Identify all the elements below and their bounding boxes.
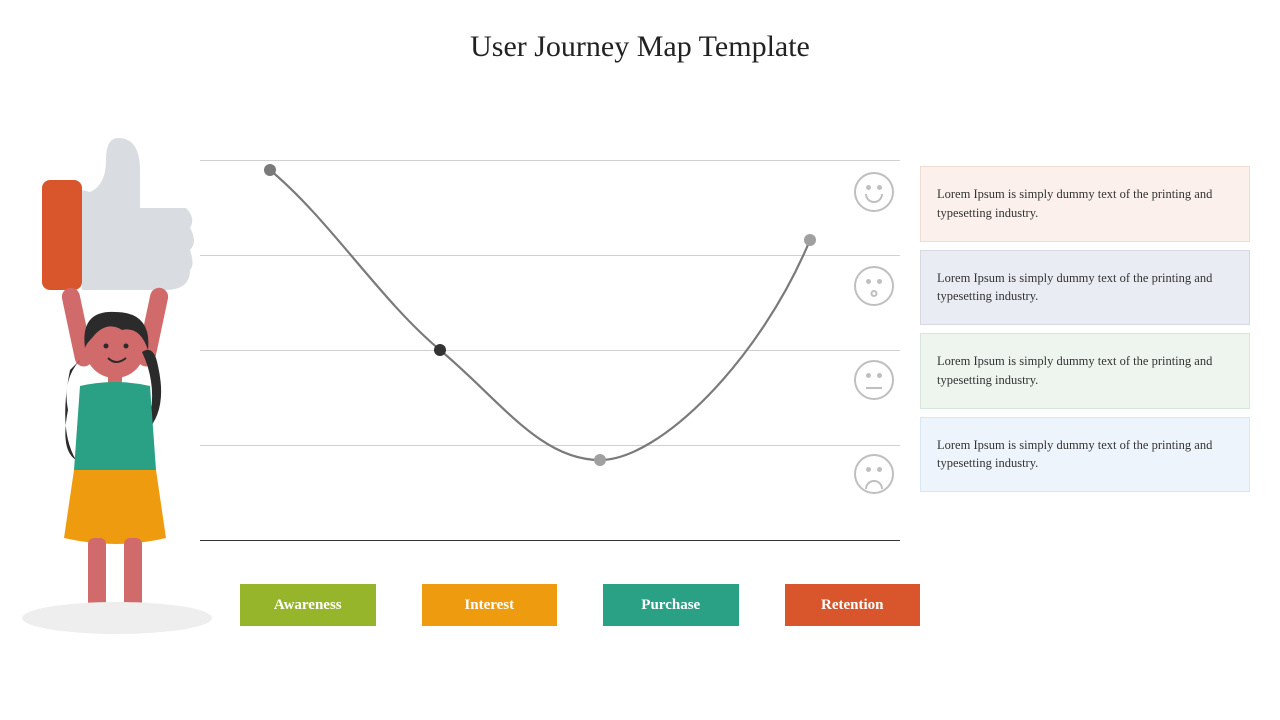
card-text: Lorem Ipsum is simply dummy text of the … xyxy=(937,354,1212,387)
stage-purchase: Purchase xyxy=(603,584,739,626)
stage-label: Retention xyxy=(821,597,884,614)
chart-baseline xyxy=(200,540,900,541)
hero-illustration xyxy=(10,130,230,640)
chart-point xyxy=(594,454,606,466)
stage-label: Awareness xyxy=(274,597,342,614)
emoji-sad-icon xyxy=(854,454,894,494)
stage-label: Interest xyxy=(464,597,514,614)
card-text: Lorem Ipsum is simply dummy text of the … xyxy=(937,271,1212,304)
cards-column: Lorem Ipsum is simply dummy text of the … xyxy=(920,166,1250,500)
emoji-neutral-o-icon xyxy=(854,266,894,306)
shadow-ellipse xyxy=(22,602,212,634)
emoji-flat-icon xyxy=(854,360,894,400)
description-card: Lorem Ipsum is simply dummy text of the … xyxy=(920,250,1250,326)
person-thumbs-up-icon xyxy=(10,130,230,640)
chart-point xyxy=(264,164,276,176)
page-title: User Journey Map Template xyxy=(0,30,1280,64)
emoji-happy-icon xyxy=(854,172,894,212)
stage-interest: Interest xyxy=(422,584,558,626)
description-card: Lorem Ipsum is simply dummy text of the … xyxy=(920,333,1250,409)
chart-point xyxy=(434,344,446,356)
stage-label: Purchase xyxy=(641,597,700,614)
card-text: Lorem Ipsum is simply dummy text of the … xyxy=(937,187,1212,220)
stages-row: Awareness Interest Purchase Retention xyxy=(240,584,920,626)
card-text: Lorem Ipsum is simply dummy text of the … xyxy=(937,438,1212,471)
description-card: Lorem Ipsum is simply dummy text of the … xyxy=(920,166,1250,242)
chart-point xyxy=(804,234,816,246)
stage-retention: Retention xyxy=(785,584,921,626)
journey-chart xyxy=(200,160,900,540)
page-root: User Journey Map Template xyxy=(0,0,1280,720)
description-card: Lorem Ipsum is simply dummy text of the … xyxy=(920,417,1250,493)
stage-awareness: Awareness xyxy=(240,584,376,626)
journey-curve xyxy=(200,160,900,540)
emoji-column xyxy=(854,172,894,548)
